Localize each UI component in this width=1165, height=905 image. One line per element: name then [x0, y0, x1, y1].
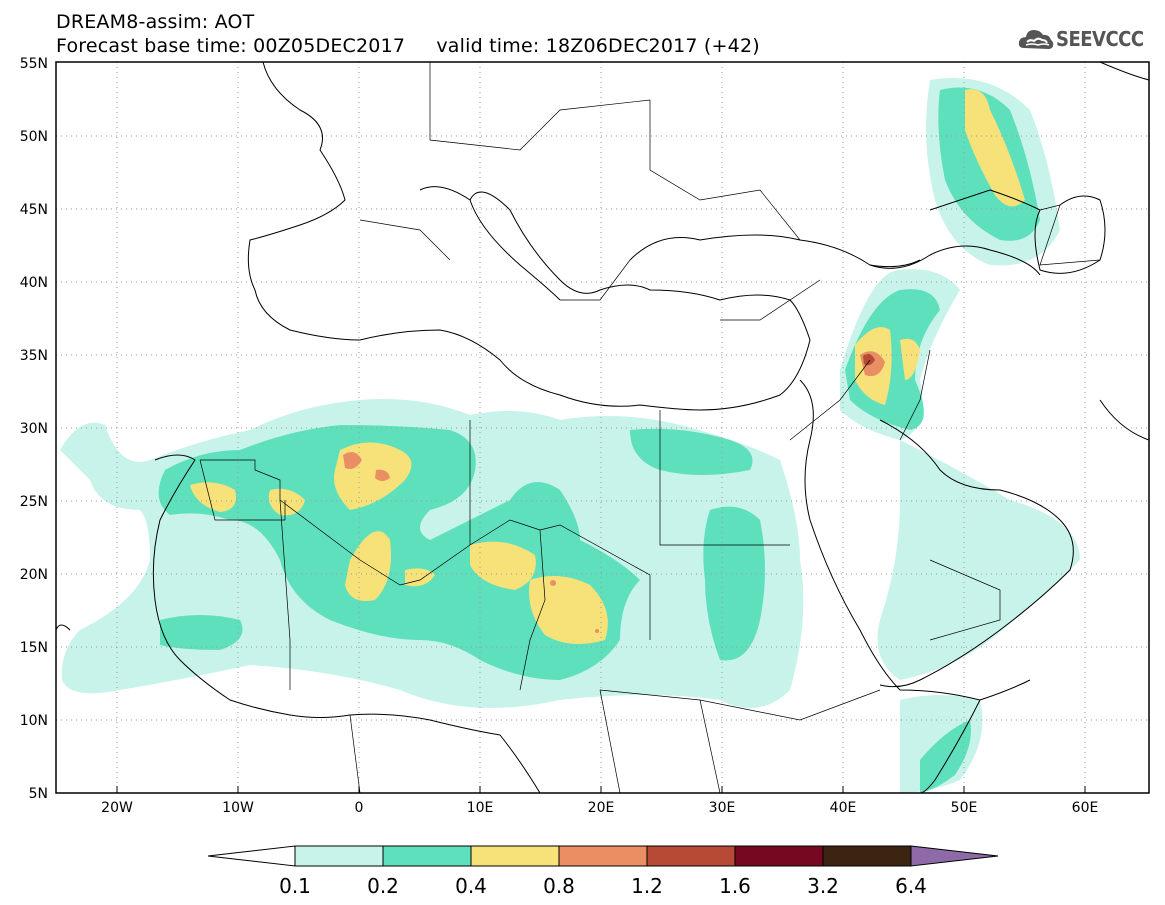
colorbar-cell [470, 845, 560, 867]
lon-label: 60E [1072, 800, 1099, 816]
aot-band-0.4 [190, 89, 1025, 644]
colorbar-low-arrow [207, 845, 296, 867]
lat-label: 40N [20, 275, 48, 291]
lon-label: 20W [101, 800, 133, 816]
colorbar-label: 3.2 [807, 874, 839, 898]
logo-text: SEEVCCC [1056, 27, 1144, 51]
cloud-icon [1018, 30, 1054, 49]
colorbar-label: 6.4 [895, 874, 927, 898]
latitude-labels: 5N 10N 15N 20N 25N 30N 35N 40N 45N 50N 5… [20, 56, 48, 802]
colorbar: 0.1 0.2 0.4 0.8 1.2 1.6 3.2 6.4 [207, 845, 999, 898]
colorbar-label: 0.2 [367, 874, 399, 898]
map-frame [55, 61, 1150, 794]
map-title: DREAM8-assim: AOT [56, 11, 255, 33]
logo [1018, 30, 1054, 49]
lon-label: 10W [222, 800, 254, 816]
lat-label: 10N [20, 713, 48, 729]
forecast-time-line: Forecast base time: 00Z05DEC2017 valid t… [56, 35, 760, 57]
lat-label: 30N [20, 421, 48, 437]
lat-label: 15N [20, 640, 48, 656]
lat-label: 5N [29, 786, 48, 802]
lat-label: 25N [20, 494, 48, 510]
coastlines [56, 62, 1149, 793]
lat-label: 45N [20, 202, 48, 218]
colorbar-label: 0.4 [455, 874, 487, 898]
tick-marks [116, 786, 1086, 793]
aot-field [60, 78, 1080, 793]
lon-label: 0 [355, 800, 364, 816]
lon-label: 10E [467, 800, 494, 816]
aot-band-0.1 [60, 78, 1080, 793]
colorbar-label: 0.1 [279, 874, 311, 898]
colorbar-label: 1.6 [719, 874, 751, 898]
lon-label: 40E [830, 800, 857, 816]
lat-label: 55N [20, 56, 48, 72]
colorbar-label: 0.8 [543, 874, 575, 898]
colorbar-cell [382, 845, 472, 867]
lon-label: 20E [588, 800, 615, 816]
aot-band-1.2 [863, 353, 875, 366]
graticule [56, 62, 1149, 793]
country-borders [199, 62, 1101, 793]
colorbar-high-arrow [910, 845, 999, 867]
colorbar-cell [734, 845, 824, 867]
colorbar-cell [822, 845, 912, 867]
lat-label: 35N [20, 348, 48, 364]
lat-label: 20N [20, 567, 48, 583]
colorbar-cell [558, 845, 648, 867]
lat-label: 50N [20, 129, 48, 145]
colorbar-cell [646, 845, 736, 867]
lon-label: 30E [709, 800, 736, 816]
colorbar-label: 1.2 [631, 874, 663, 898]
lon-label: 50E [951, 800, 978, 816]
colorbar-cell [294, 845, 384, 867]
longitude-labels: 20W 10W 0 10E 20E 30E 40E 50E 60E [101, 800, 1098, 816]
